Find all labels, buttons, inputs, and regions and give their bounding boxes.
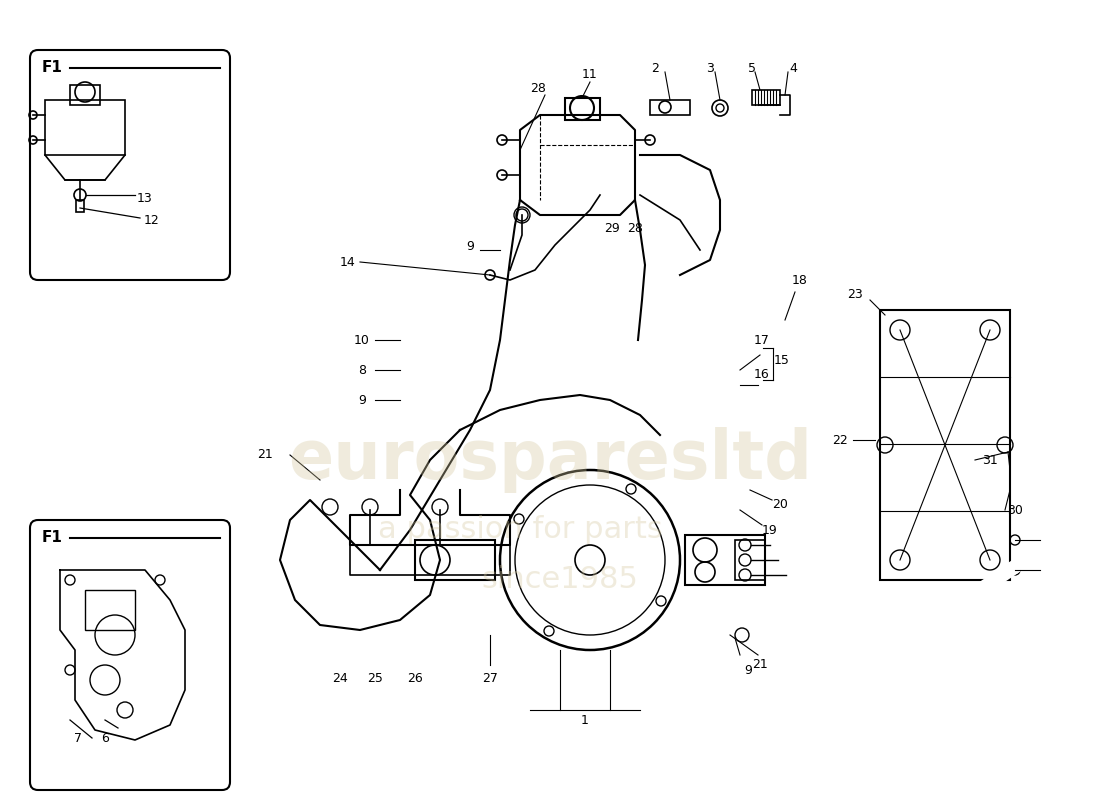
Text: 28: 28 bbox=[530, 82, 546, 94]
Bar bbox=[735, 540, 764, 580]
Bar bbox=[880, 310, 1010, 580]
Text: 23: 23 bbox=[847, 289, 862, 302]
Text: 24: 24 bbox=[332, 671, 348, 685]
Text: 3: 3 bbox=[706, 62, 714, 74]
Text: 31: 31 bbox=[982, 454, 998, 466]
Text: 20: 20 bbox=[772, 498, 788, 511]
Text: 7: 7 bbox=[74, 731, 82, 745]
Text: F1: F1 bbox=[42, 530, 63, 546]
Text: 18: 18 bbox=[792, 274, 807, 286]
Bar bbox=[76, 200, 84, 212]
Text: 2: 2 bbox=[651, 62, 659, 74]
Bar bbox=[752, 90, 780, 105]
Text: 9: 9 bbox=[744, 663, 752, 677]
Text: 9: 9 bbox=[359, 394, 366, 406]
Text: 26: 26 bbox=[407, 671, 422, 685]
Text: since1985: since1985 bbox=[482, 566, 638, 594]
Text: 9: 9 bbox=[466, 241, 474, 254]
Text: 11: 11 bbox=[582, 69, 598, 82]
Text: 1: 1 bbox=[581, 714, 589, 726]
Bar bbox=[70, 85, 100, 105]
Text: 28: 28 bbox=[627, 222, 642, 234]
Text: a passion for parts: a passion for parts bbox=[377, 515, 662, 545]
Text: 27: 27 bbox=[482, 671, 498, 685]
Bar bbox=[45, 100, 125, 155]
Text: 6: 6 bbox=[101, 731, 109, 745]
Text: 13: 13 bbox=[138, 191, 153, 205]
Bar bbox=[685, 535, 764, 585]
Text: eurosparesltd: eurosparesltd bbox=[288, 427, 812, 493]
Bar bbox=[565, 98, 600, 120]
Text: 30: 30 bbox=[1008, 503, 1023, 517]
Text: 21: 21 bbox=[257, 449, 273, 462]
Bar bbox=[85, 590, 135, 630]
Text: 29: 29 bbox=[604, 222, 620, 234]
Text: 10: 10 bbox=[354, 334, 370, 346]
Bar bbox=[415, 540, 495, 580]
Text: 12: 12 bbox=[144, 214, 159, 226]
Text: 15: 15 bbox=[774, 354, 790, 366]
Text: F1: F1 bbox=[42, 61, 63, 75]
Text: 14: 14 bbox=[340, 255, 356, 269]
Text: 25: 25 bbox=[367, 671, 383, 685]
Text: 5: 5 bbox=[748, 62, 756, 74]
Text: 4: 4 bbox=[789, 62, 796, 74]
Text: 22: 22 bbox=[832, 434, 848, 446]
Text: 21: 21 bbox=[752, 658, 768, 671]
Text: 17: 17 bbox=[755, 334, 770, 346]
Text: 19: 19 bbox=[762, 523, 778, 537]
FancyArrow shape bbox=[977, 538, 1057, 595]
Text: 8: 8 bbox=[358, 363, 366, 377]
Bar bbox=[650, 100, 690, 115]
Text: 16: 16 bbox=[755, 369, 770, 382]
